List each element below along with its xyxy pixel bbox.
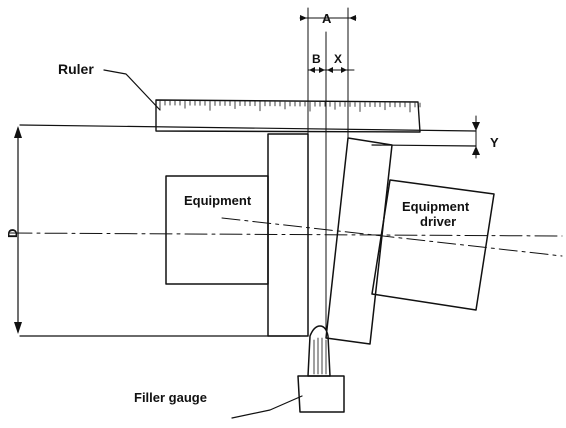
dimension-y xyxy=(472,115,480,159)
dimension-b-x xyxy=(307,67,355,73)
dimension-a-label: A xyxy=(322,11,332,26)
equipment-label: Equipment xyxy=(184,193,252,208)
ruler-leader xyxy=(103,69,161,111)
driver-centerline xyxy=(221,217,563,257)
ruler-label: Ruler xyxy=(58,61,94,77)
dimension-d xyxy=(14,126,22,334)
equipment-driver-label-line1: Equipment xyxy=(402,199,470,214)
equipment-driver-label-line2: driver xyxy=(420,214,456,229)
dimension-a xyxy=(299,15,357,21)
dimension-x-label: X xyxy=(334,52,342,66)
centerline xyxy=(9,232,563,237)
reference-line-top xyxy=(19,124,477,132)
filler-gauge xyxy=(297,325,345,413)
dimension-b-label: B xyxy=(312,52,321,66)
dimension-lines xyxy=(307,7,349,331)
filler-gauge-leader xyxy=(231,395,303,419)
dimension-d-label: D xyxy=(5,229,20,238)
equipment-driver xyxy=(325,137,495,345)
equipment xyxy=(165,133,309,337)
reference-line-y xyxy=(371,144,477,147)
filler-gauge-label: Filler gauge xyxy=(134,390,207,405)
ruler xyxy=(155,99,421,133)
dimension-y-label: Y xyxy=(490,135,499,150)
